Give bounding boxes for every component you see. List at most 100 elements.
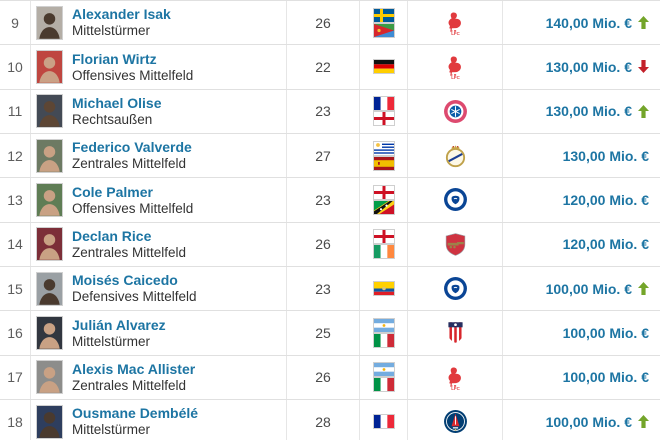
trend-up-icon — [638, 16, 649, 30]
club-cell: LFC — [408, 355, 503, 399]
player-name-link[interactable]: Alexis Mac Allister — [72, 361, 196, 378]
player-photo[interactable] — [36, 227, 63, 262]
market-value-link[interactable]: 130,00 Mio. € — [562, 147, 649, 164]
bayern-munich-logo-icon[interactable] — [443, 99, 468, 124]
nationality-flags — [360, 399, 408, 440]
argentina-flag-icon — [372, 317, 395, 333]
player-photo[interactable] — [36, 5, 63, 40]
player-photo[interactable] — [36, 315, 63, 350]
value-cell: 130,00 Mio. € — [503, 90, 660, 133]
player-photo[interactable] — [36, 182, 63, 217]
chelsea-logo-icon[interactable] — [443, 276, 468, 301]
age-cell: 22 — [287, 45, 360, 89]
player-position: Mittelstürmer — [72, 333, 151, 349]
rank: 14 — [7, 236, 23, 253]
player-name-link[interactable]: Declan Rice — [72, 228, 152, 245]
player-cell: Federico Valverde Zentrales Mittelfeld — [31, 133, 287, 178]
player-age: 25 — [315, 324, 331, 341]
player-position: Rechtsaußen — [72, 112, 153, 128]
market-value-link[interactable]: 100,00 Mio. € — [562, 324, 649, 341]
nationality-flags — [360, 178, 408, 222]
player-info: Julián Alvarez Mittelstürmer — [72, 318, 166, 349]
player-info: Ousmane Dembélé Mittelstürmer — [72, 406, 198, 437]
market-value-link[interactable]: 100,00 Mio. € — [545, 413, 632, 430]
player-name-link[interactable]: Moisés Caicedo — [72, 272, 178, 289]
nationality-flags — [360, 1, 408, 45]
market-value-link[interactable]: 130,00 Mio. € — [545, 103, 632, 120]
table-row: 13 Cole Palmer Offensives Mittelfeld 23 … — [0, 178, 660, 223]
player-age: 28 — [315, 413, 331, 430]
eritrea-flag-icon — [372, 22, 395, 38]
paris-saint-germain-logo-icon[interactable] — [443, 409, 468, 434]
player-name-link[interactable]: Federico Valverde — [72, 139, 192, 156]
table-row: 9 Alexander Isak Mittelstürmer 26 LFC 14… — [0, 1, 660, 46]
player-cell: Alexis Mac Allister Zentrales Mittelfeld — [31, 355, 287, 399]
player-age: 22 — [315, 58, 331, 75]
age-cell: 26 — [287, 222, 360, 266]
chelsea-logo-icon[interactable] — [443, 187, 468, 212]
player-photo[interactable] — [36, 138, 63, 173]
player-info: Declan Rice Zentrales Mittelfeld — [72, 229, 186, 260]
market-value-link[interactable]: 140,00 Mio. € — [545, 14, 632, 31]
club-cell — [408, 266, 503, 311]
market-value-link[interactable]: 100,00 Mio. € — [562, 369, 649, 386]
rank: 18 — [7, 413, 23, 430]
player-position: Zentrales Mittelfeld — [72, 378, 187, 394]
club-cell — [408, 178, 503, 222]
player-name-link[interactable]: Ousmane Dembélé — [72, 405, 199, 422]
rank-cell: 10 — [0, 45, 31, 89]
real-madrid-logo-icon[interactable] — [443, 143, 468, 168]
player-age: 27 — [315, 147, 331, 164]
club-cell — [408, 311, 503, 355]
player-cell: Alexander Isak Mittelstürmer — [31, 1, 287, 45]
trend-up-icon — [638, 104, 649, 118]
rank: 17 — [7, 369, 23, 386]
player-position: Mittelstürmer — [72, 422, 151, 438]
rank-cell: 13 — [0, 178, 31, 222]
liverpool-logo-icon[interactable]: LFC — [443, 365, 468, 390]
liverpool-logo-icon[interactable]: LFC — [443, 10, 468, 35]
player-name-link[interactable]: Michael Olise — [72, 95, 162, 112]
club-cell — [408, 399, 503, 440]
player-photo[interactable] — [36, 94, 63, 129]
player-age: 26 — [315, 14, 331, 31]
rank: 13 — [7, 191, 23, 208]
player-photo[interactable] — [36, 360, 63, 395]
player-info: Alexis Mac Allister Zentrales Mittelfeld — [72, 362, 195, 393]
value-cell: 100,00 Mio. € — [503, 400, 660, 440]
player-name-link[interactable]: Alexander Isak — [72, 6, 171, 23]
market-value-link[interactable]: 100,00 Mio. € — [545, 280, 632, 297]
rank-cell: 16 — [0, 311, 31, 355]
arsenal-logo-icon[interactable] — [443, 232, 468, 257]
nationality-flags — [360, 133, 408, 178]
player-position: Zentrales Mittelfeld — [72, 156, 187, 172]
nationality-flags — [360, 222, 408, 266]
player-cell: Ousmane Dembélé Mittelstürmer — [31, 399, 287, 440]
value-cell: 140,00 Mio. € — [503, 1, 660, 44]
player-name-link[interactable]: Florian Wirtz — [72, 50, 157, 67]
rank: 11 — [7, 103, 23, 120]
market-value-link[interactable]: 130,00 Mio. € — [545, 58, 632, 75]
player-name-link[interactable]: Cole Palmer — [72, 183, 153, 200]
atletico-madrid-logo-icon[interactable] — [443, 320, 468, 345]
age-cell: 26 — [287, 355, 360, 399]
france-flag-icon — [372, 414, 395, 430]
player-name-link[interactable]: Julián Alvarez — [72, 316, 166, 333]
market-value-link[interactable]: 120,00 Mio. € — [562, 236, 649, 253]
player-photo[interactable] — [36, 271, 63, 306]
player-info: Cole Palmer Offensives Mittelfeld — [72, 185, 193, 216]
italy-flag-icon — [372, 377, 395, 393]
player-age: 26 — [315, 236, 331, 253]
player-cell: Moisés Caicedo Defensives Mittelfeld — [31, 266, 287, 311]
liverpool-logo-icon[interactable]: LFC — [443, 54, 468, 79]
player-age: 23 — [315, 103, 331, 120]
france-flag-icon — [372, 96, 395, 112]
market-value-link[interactable]: 120,00 Mio. € — [562, 191, 649, 208]
player-position: Offensives Mittelfeld — [72, 200, 194, 216]
player-photo[interactable] — [36, 404, 63, 439]
player-position: Mittelstürmer — [72, 23, 151, 39]
player-photo[interactable] — [36, 49, 63, 84]
italy-flag-icon — [372, 332, 395, 348]
germany-flag-icon — [372, 59, 395, 75]
player-info: Florian Wirtz Offensives Mittelfeld — [72, 52, 193, 83]
